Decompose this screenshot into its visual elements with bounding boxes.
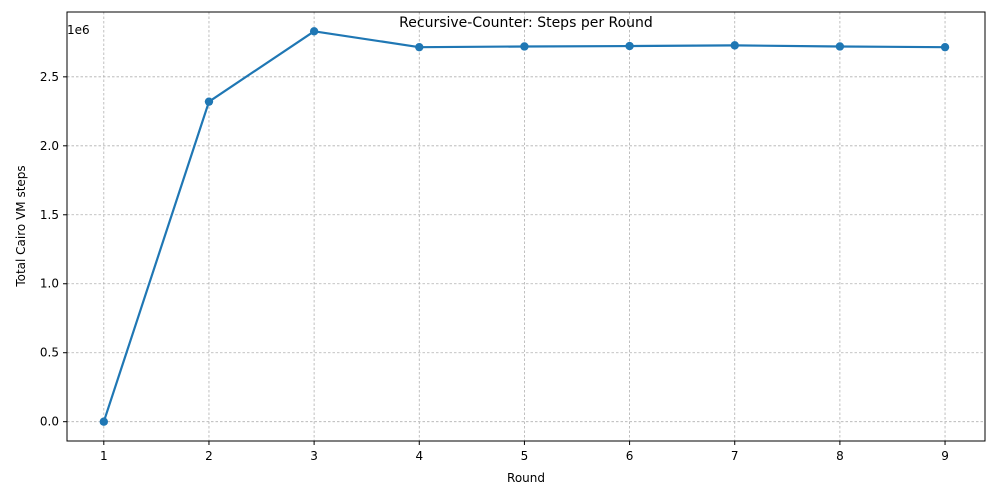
x-tick-label: 5: [521, 449, 529, 463]
chart-title: Recursive-Counter: Steps per Round: [399, 15, 653, 31]
x-tick-label: 6: [626, 449, 634, 463]
y-tick-label: 2.0: [40, 139, 59, 153]
x-tick-label: 8: [836, 449, 844, 463]
data-point: [204, 97, 214, 106]
data-point: [520, 42, 529, 51]
x-axis-label: Round: [507, 471, 545, 485]
x-tick-label: 9: [941, 449, 949, 463]
y-tick-label: 0.0: [40, 415, 59, 429]
data-point: [415, 42, 424, 52]
series-layer: [99, 27, 950, 426]
data-point: [99, 417, 109, 426]
data-point: [730, 41, 739, 50]
x-tick-label: 3: [310, 449, 318, 463]
tick-layer: 1 2 3 4 5 6 7 8 9 0.0 0.5 1.0 1.5 2.0 2.5: [40, 70, 949, 463]
y-offset-label: 1e6: [67, 23, 90, 37]
data-point: [309, 27, 319, 36]
data-point: [835, 42, 845, 51]
x-tick-label: 4: [415, 449, 423, 463]
y-axis-label: Total Cairo VM steps: [14, 165, 28, 287]
y-tick-label: 2.5: [40, 70, 59, 84]
y-tick-label: 1.0: [40, 277, 59, 291]
data-point: [625, 41, 634, 51]
plot-frame: [66, 11, 986, 442]
y-tick-label: 1.5: [40, 208, 59, 222]
y-tick-label: 0.5: [40, 346, 59, 360]
x-tick-label: 2: [205, 449, 213, 463]
x-tick-label: 7: [731, 449, 739, 463]
data-point: [940, 42, 950, 52]
x-tick-label: 1: [100, 449, 108, 463]
grid-layer: [67, 12, 985, 441]
